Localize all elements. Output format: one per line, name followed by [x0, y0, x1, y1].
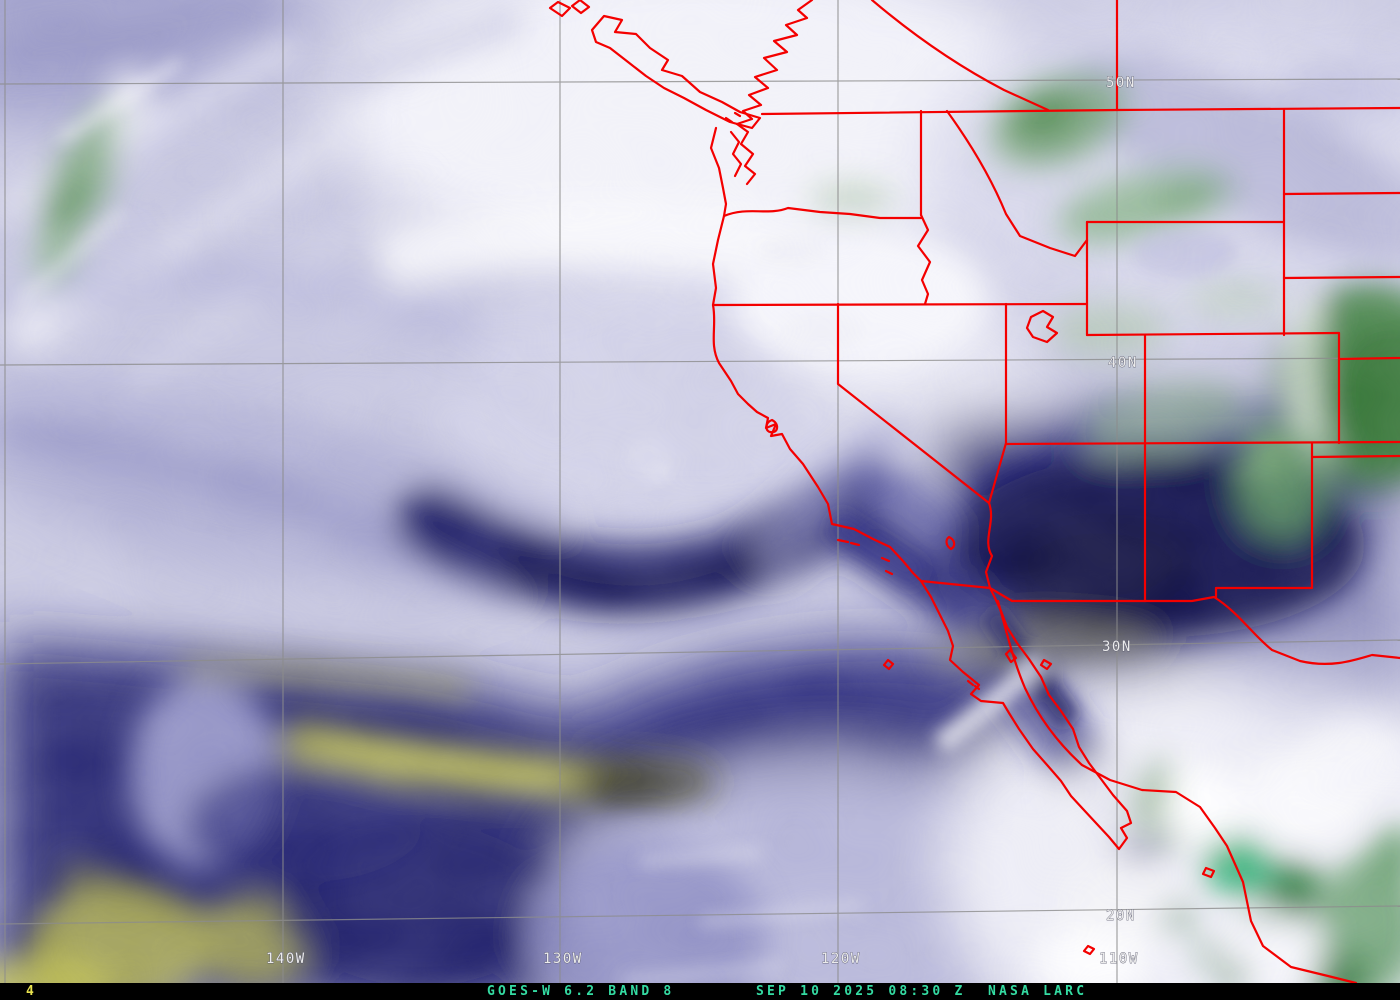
lon-label-120w: 120W — [821, 951, 861, 967]
lon-label-140w: 140W — [266, 951, 306, 967]
lat-label-40n: 40N — [1108, 355, 1138, 371]
image-timestamp: SEP 10 2025 08:30 Z — [756, 984, 966, 999]
graticule-labels: 50N 40N 30N 20N 140W 130W 120W 110W — [266, 75, 1139, 968]
frame-number: 4 — [26, 984, 34, 999]
status-bar: 4 GOES-W 6.2 BAND 8 SEP 10 2025 08:30 Z … — [0, 983, 1400, 1000]
lat-label-50n: 50N — [1106, 75, 1136, 91]
lat-label-30n: 30N — [1102, 639, 1132, 655]
product-title: GOES-W 6.2 BAND 8 — [487, 984, 675, 999]
lon-label-110w: 110W — [1099, 951, 1139, 967]
data-source: NASA LARC — [988, 984, 1088, 999]
lon-label-130w: 130W — [543, 951, 583, 967]
map-boundaries — [548, 0, 1400, 985]
lat-label-20n: 20N — [1106, 908, 1136, 924]
